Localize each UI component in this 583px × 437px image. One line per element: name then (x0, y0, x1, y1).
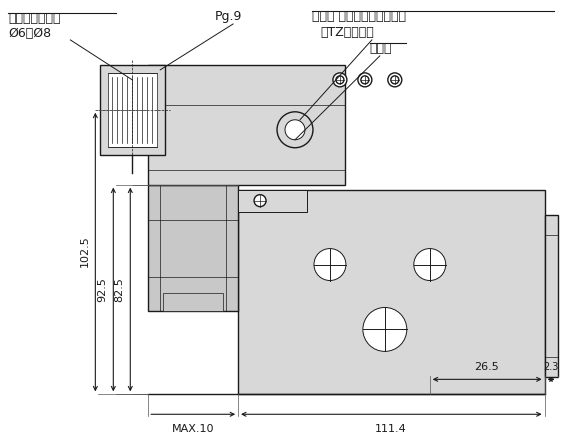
Circle shape (333, 73, 347, 87)
Bar (163, 294, 223, 312)
Bar (100, 65, 165, 155)
Bar (148, 65, 345, 185)
Circle shape (388, 73, 402, 87)
Text: 111.4: 111.4 (375, 424, 407, 434)
Text: Ø6～Ø8: Ø6～Ø8 (9, 27, 52, 40)
Circle shape (391, 76, 399, 84)
Text: 26.5: 26.5 (475, 362, 499, 372)
Circle shape (336, 76, 344, 84)
Text: 適用コード外径: 適用コード外径 (9, 12, 61, 25)
Text: 92.5: 92.5 (97, 277, 107, 302)
Text: 2.3: 2.3 (543, 362, 559, 372)
Circle shape (361, 76, 369, 84)
Bar (108, 73, 157, 147)
Bar (545, 215, 557, 377)
Bar (148, 185, 238, 312)
Bar (238, 190, 545, 394)
Circle shape (254, 194, 266, 207)
Text: ランプ サージ電圧保護回路: ランプ サージ電圧保護回路 (312, 10, 406, 23)
Text: （TZの場合）: （TZの場合） (320, 26, 374, 39)
Circle shape (363, 308, 407, 351)
Text: Pg.9: Pg.9 (215, 10, 243, 23)
Text: 102.5: 102.5 (79, 236, 89, 267)
Circle shape (277, 112, 313, 148)
Bar (238, 190, 307, 212)
Circle shape (285, 120, 305, 140)
Text: ランプ: ランプ (370, 42, 392, 55)
Text: 82.5: 82.5 (114, 277, 124, 302)
Text: MAX.10: MAX.10 (172, 424, 215, 434)
Circle shape (358, 73, 372, 87)
Circle shape (314, 249, 346, 281)
Circle shape (414, 249, 446, 281)
